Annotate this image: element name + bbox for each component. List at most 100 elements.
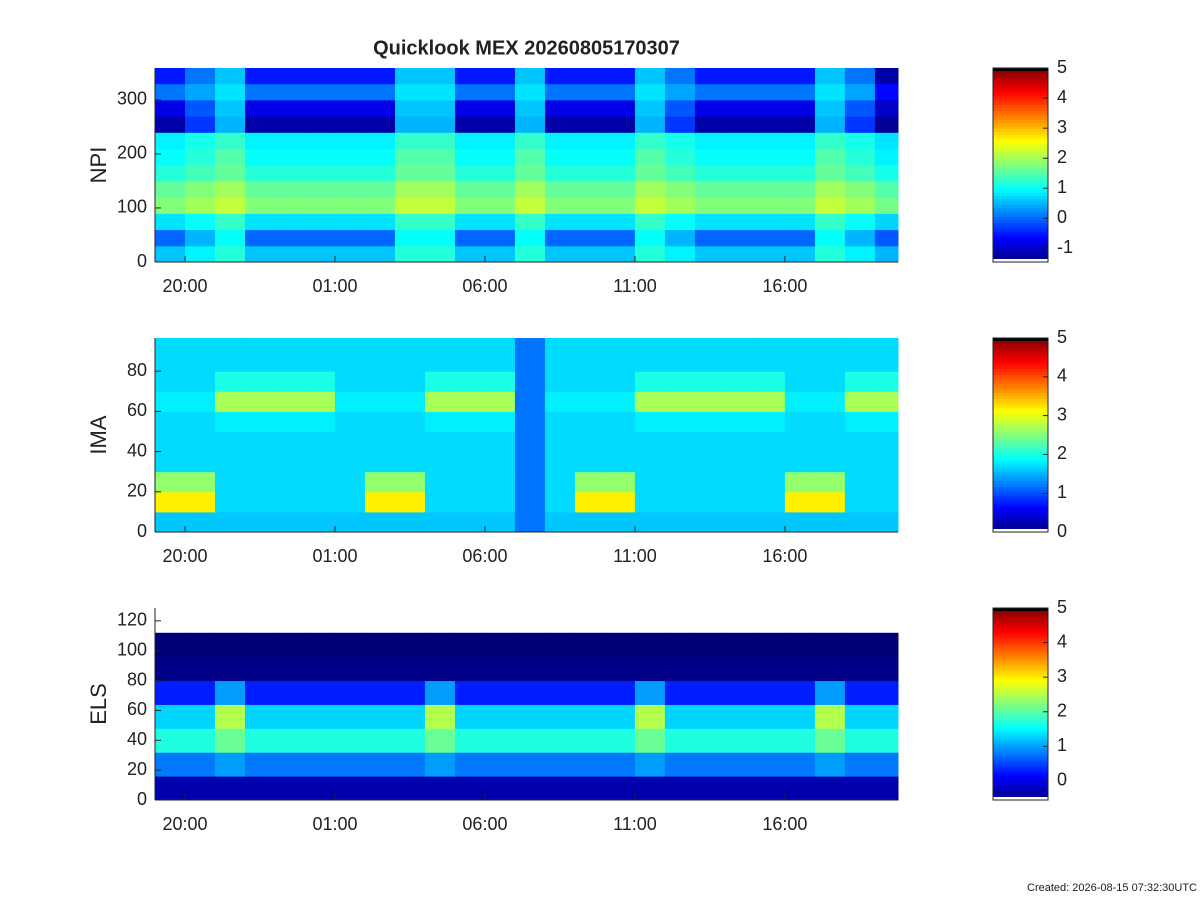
- x-tick-label: 20:00: [162, 276, 207, 296]
- colorbar-swatch: [993, 347, 1048, 351]
- colorbar-swatch: [993, 213, 1048, 218]
- heatmap-cell: [574, 83, 606, 101]
- heatmap-cell: [814, 752, 846, 777]
- heatmap-cell: [155, 471, 186, 493]
- heatmap-cell: [724, 391, 756, 412]
- colorbar-swatch: [993, 80, 1048, 84]
- x-tick-label: 20:00: [162, 546, 207, 566]
- heatmap-cell: [874, 164, 899, 182]
- heatmap-cell: [634, 431, 666, 453]
- heatmap-cell: [394, 776, 426, 801]
- heatmap-cell: [244, 132, 276, 150]
- heatmap-cell: [274, 471, 306, 493]
- heatmap-cell: [814, 132, 846, 150]
- colorbar-swatch: [993, 186, 1048, 190]
- heatmap-cell: [754, 148, 786, 166]
- colorbar-swatch: [993, 237, 1048, 242]
- colorbar-swatch: [993, 189, 1048, 193]
- colorbar-swatch: [993, 407, 1048, 412]
- y-tick-label: 20: [127, 759, 147, 779]
- heatmap: [155, 632, 899, 801]
- heatmap-cell: [544, 411, 576, 432]
- heatmap-cell: [634, 632, 666, 658]
- heatmap-cell: [694, 728, 726, 753]
- heatmap-cell: [754, 728, 786, 753]
- heatmap-cell: [424, 632, 456, 658]
- heatmap-cell: [454, 451, 486, 473]
- colorbar-swatch: [993, 174, 1048, 178]
- heatmap-cell: [634, 180, 666, 198]
- heatmap-cell: [244, 752, 276, 777]
- x-tick-label: 16:00: [762, 276, 807, 296]
- colorbar-swatch: [993, 228, 1048, 233]
- colorbar-swatch: [993, 516, 1048, 521]
- heatmap-cell: [874, 229, 899, 247]
- colorbar-swatch: [993, 243, 1048, 248]
- heatmap-cell: [364, 371, 396, 392]
- colorbar-swatch: [993, 731, 1048, 735]
- x-tick-label: 06:00: [462, 276, 507, 296]
- heatmap-cell: [754, 229, 786, 247]
- heatmap-cell: [664, 99, 696, 117]
- heatmap-cell: [424, 431, 456, 453]
- heatmap-cell: [724, 431, 756, 453]
- heatmap-cell: [274, 680, 306, 705]
- heatmap-cell: [844, 431, 876, 453]
- heatmap-cell: [814, 229, 846, 247]
- heatmap-cell: [304, 229, 336, 247]
- colorbar-swatch: [993, 510, 1048, 515]
- colorbar-swatch: [993, 119, 1048, 124]
- heatmap-cell: [544, 99, 576, 117]
- colorbar-swatch: [993, 137, 1048, 142]
- colorbar-swatch: [993, 674, 1048, 678]
- colorbar-swatch: [993, 695, 1048, 699]
- heatmap-cell: [664, 431, 696, 453]
- heatmap-cell: [155, 680, 186, 705]
- heatmap-cell: [784, 213, 816, 231]
- x-tick-label: 01:00: [312, 546, 357, 566]
- colorbar-swatch: [993, 746, 1048, 750]
- heatmap-cell: [454, 431, 486, 453]
- heatmap-cell: [604, 164, 636, 182]
- heatmap-cell: [454, 752, 486, 777]
- heatmap-cell: [484, 728, 516, 753]
- heatmap-cell: [514, 680, 546, 705]
- heatmap-cell: [274, 776, 306, 801]
- heatmap-cell: [155, 391, 186, 412]
- heatmap-cell: [754, 197, 786, 214]
- colorbar-swatch: [993, 620, 1048, 624]
- heatmap-cell: [364, 632, 396, 658]
- heatmap-cell: [334, 471, 366, 493]
- heatmap-cell: [784, 164, 816, 182]
- colorbar-swatch: [993, 359, 1048, 363]
- heatmap-cell: [424, 116, 456, 133]
- heatmap-cell: [574, 632, 606, 658]
- heatmap-cell: [814, 391, 846, 412]
- heatmap-cell: [155, 164, 186, 182]
- heatmap-cell: [214, 776, 246, 801]
- heatmap-cell: [214, 704, 246, 729]
- colorbar-swatch: [993, 201, 1048, 205]
- heatmap-cell: [724, 164, 756, 182]
- colorbar-swatch: [993, 447, 1048, 451]
- heatmap-cell: [724, 632, 756, 658]
- heatmap-cell: [454, 116, 486, 133]
- heatmap: [155, 338, 899, 533]
- colorbar-swatch: [993, 183, 1048, 187]
- colorbar-swatch: [993, 468, 1048, 472]
- heatmap-cell: [514, 411, 546, 432]
- heatmap-cell: [244, 180, 276, 198]
- heatmap-cell: [424, 229, 456, 247]
- colorbar-swatch: [993, 707, 1048, 711]
- colorbar-swatch: [993, 77, 1048, 81]
- heatmap-cell: [214, 338, 246, 352]
- heatmap-cell: [694, 338, 726, 352]
- heatmap-cell: [364, 164, 396, 182]
- heatmap-cell: [214, 728, 246, 753]
- heatmap-cell: [514, 491, 546, 513]
- heatmap-cell: [424, 728, 456, 753]
- heatmap-cell: [514, 164, 546, 182]
- heatmap-cell: [574, 451, 606, 473]
- heatmap-cell: [664, 411, 696, 432]
- heatmap-cell: [424, 411, 456, 432]
